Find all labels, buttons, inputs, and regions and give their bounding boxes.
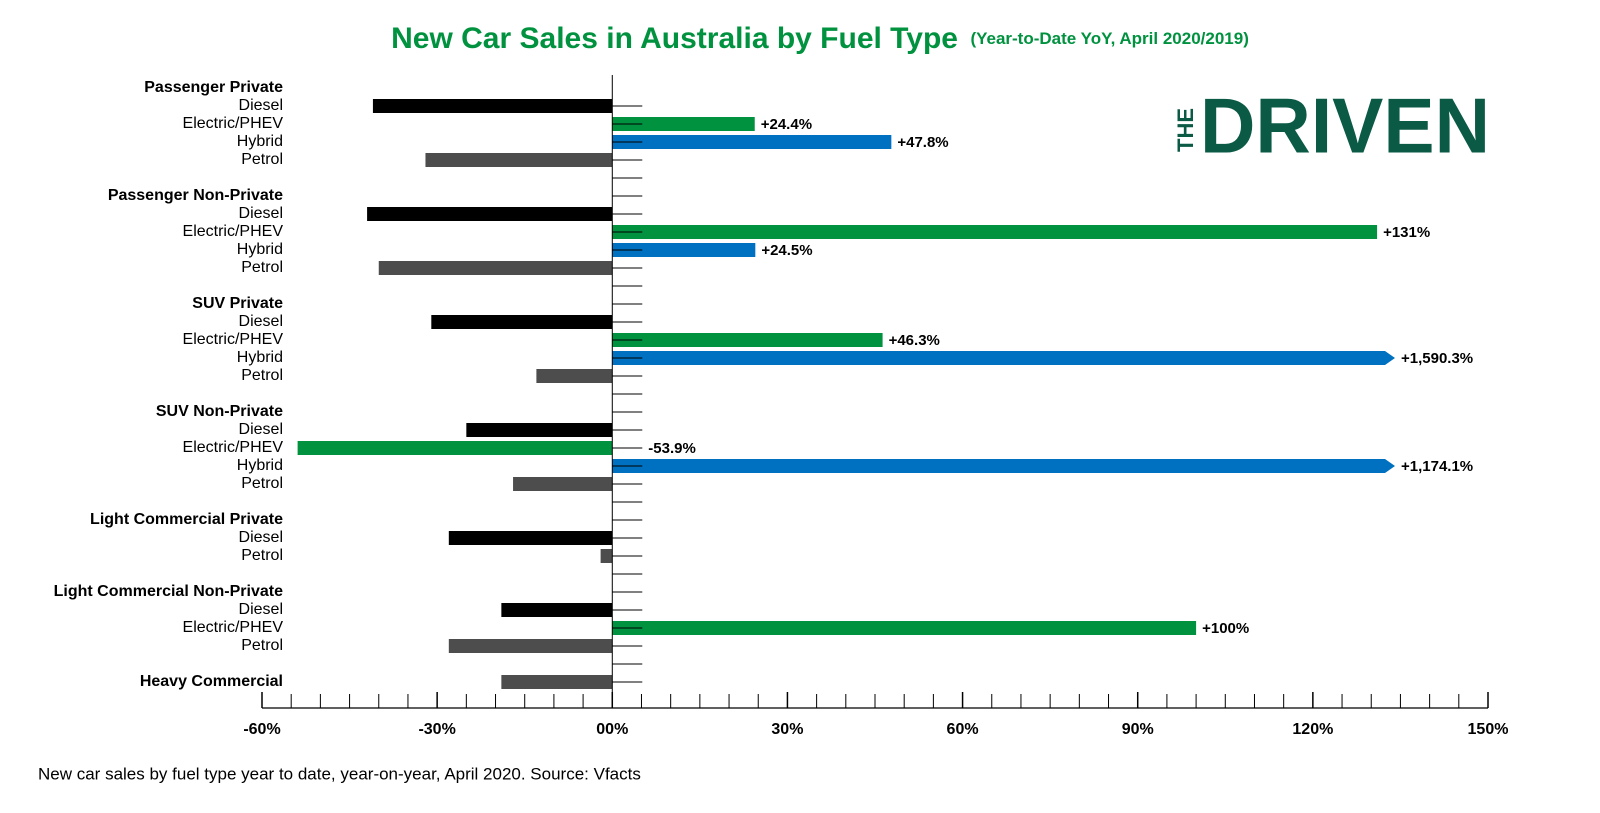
value-label: +1,590.3% xyxy=(1401,350,1473,367)
group-label: Passenger Private xyxy=(144,79,283,96)
value-label: +1,174.1% xyxy=(1401,458,1473,475)
category-label: Petrol xyxy=(241,259,283,276)
category-label: Electric/PHEV xyxy=(183,223,284,240)
bar xyxy=(612,225,1378,239)
bar xyxy=(612,117,755,131)
bar xyxy=(612,351,1395,365)
logo-large: DRIVEN xyxy=(1200,82,1490,170)
category-label: Petrol xyxy=(241,367,283,384)
value-label: -53.9% xyxy=(648,440,696,457)
x-tick-label: 30% xyxy=(771,721,803,738)
value-label: +47.8% xyxy=(897,134,948,151)
bar xyxy=(431,315,613,329)
category-label: Diesel xyxy=(239,601,283,618)
bar xyxy=(612,621,1197,635)
category-label: Hybrid xyxy=(237,349,283,366)
bar xyxy=(501,675,613,689)
bar xyxy=(501,603,613,617)
bar xyxy=(448,639,613,653)
value-label: +131% xyxy=(1383,224,1430,241)
bar xyxy=(297,441,613,455)
category-label: Petrol xyxy=(241,637,283,654)
x-tick-label: 150% xyxy=(1468,721,1509,738)
bar xyxy=(513,477,613,491)
category-label: Diesel xyxy=(239,313,283,330)
logo-small: THE xyxy=(1173,108,1198,152)
group-label: Light Commercial Private xyxy=(90,511,283,528)
category-label: Electric/PHEV xyxy=(183,619,284,636)
title-block: New Car Sales in Australia by Fuel Type … xyxy=(391,22,1249,55)
x-tick-label: 120% xyxy=(1292,721,1333,738)
category-label: Hybrid xyxy=(237,133,283,150)
bar xyxy=(378,261,613,275)
group-label: Passenger Non-Private xyxy=(108,187,283,204)
category-label: Electric/PHEV xyxy=(183,331,284,348)
x-tick-label: 00% xyxy=(596,721,628,738)
group-label: Light Commercial Non-Private xyxy=(54,583,283,600)
category-label: Diesel xyxy=(239,529,283,546)
bar xyxy=(612,135,892,149)
group-label: SUV Private xyxy=(192,295,283,312)
category-label: Hybrid xyxy=(237,457,283,474)
category-label: Diesel xyxy=(239,97,283,114)
bar xyxy=(425,153,613,167)
bar xyxy=(612,459,1395,473)
bar xyxy=(612,333,883,347)
chart-title: New Car Sales in Australia by Fuel Type xyxy=(391,22,958,55)
x-tick-label: 90% xyxy=(1122,721,1154,738)
bar xyxy=(367,207,613,221)
x-tick-label: 60% xyxy=(947,721,979,738)
value-label: +46.3% xyxy=(889,332,940,349)
bar xyxy=(600,549,613,563)
value-label: +24.4% xyxy=(761,116,812,133)
bar xyxy=(448,531,613,545)
category-label: Petrol xyxy=(241,151,283,168)
category-label: Petrol xyxy=(241,547,283,564)
bar xyxy=(536,369,613,383)
bar xyxy=(466,423,613,437)
bar xyxy=(372,99,613,113)
category-label: Petrol xyxy=(241,475,283,492)
category-label: Electric/PHEV xyxy=(183,439,284,456)
bar xyxy=(612,243,756,257)
value-label: +100% xyxy=(1202,620,1249,637)
category-label: Diesel xyxy=(239,205,283,222)
category-label: Diesel xyxy=(239,421,283,438)
category-label: Hybrid xyxy=(237,241,283,258)
x-tick-label: -60% xyxy=(243,721,280,738)
value-label: +24.5% xyxy=(761,242,812,259)
category-label: Electric/PHEV xyxy=(183,115,284,132)
x-tick-label: -30% xyxy=(418,721,455,738)
chart-subtitle: (Year-to-Date YoY, April 2020/2019) xyxy=(970,29,1248,48)
footnote: New car sales by fuel type year to date,… xyxy=(38,764,641,783)
group-label: Heavy Commercial xyxy=(140,673,283,690)
group-label: SUV Non-Private xyxy=(156,403,283,420)
